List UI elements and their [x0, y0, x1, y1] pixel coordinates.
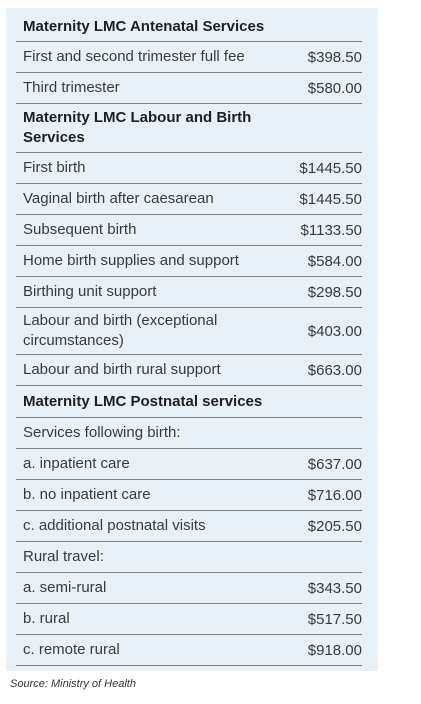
row-value: $298.50 — [307, 283, 362, 301]
fee-table-panel: Maternity LMC Antenatal Services First a… — [6, 8, 378, 671]
row-value: $205.50 — [307, 517, 362, 535]
table-row: Labour and birth (exceptional circumstan… — [16, 307, 362, 354]
row-label: Birthing unit support — [23, 283, 157, 300]
table-row: c. remote rural $918.00 — [16, 634, 362, 666]
row-label: Subsequent birth — [23, 221, 137, 238]
table-row: Third trimester $580.00 — [16, 72, 362, 103]
row-value: $343.50 — [307, 579, 362, 597]
row-label: First birth — [23, 159, 86, 176]
row-value: $637.00 — [307, 455, 362, 473]
row-label: b. rural — [23, 610, 70, 627]
table-row: c. additional postnatal visits $205.50 — [16, 510, 362, 541]
row-label: Home birth supplies and support — [23, 252, 239, 269]
row-label: a. semi-rural — [23, 579, 107, 596]
table-row: Services following birth: — [16, 417, 362, 448]
row-label: a. inpatient care — [23, 455, 130, 472]
row-value: $584.00 — [307, 252, 362, 270]
row-label: Vaginal birth after caesarean — [23, 190, 214, 207]
row-label: Labour and birth (exceptional circumstan… — [23, 312, 218, 349]
table-row: Birthing unit support $298.50 — [16, 276, 362, 307]
row-value: $663.00 — [307, 361, 362, 379]
row-value: $398.50 — [307, 48, 362, 66]
row-value: $1445.50 — [299, 159, 362, 177]
table-row: a. inpatient care $637.00 — [16, 448, 362, 479]
row-label: c. remote rural — [23, 641, 120, 658]
row-value: $1133.50 — [300, 221, 362, 239]
table-row: Rural travel: — [16, 541, 362, 572]
row-label: Third trimester — [23, 79, 120, 96]
table-row: Subsequent birth $1133.50 — [16, 214, 362, 245]
row-label: Rural travel: — [23, 548, 104, 565]
section-title-postnatal: Maternity LMC Postnatal services — [23, 393, 263, 410]
section-title-antenatal: Maternity LMC Antenatal Services — [23, 18, 265, 35]
row-label: b. no inpatient care — [23, 486, 151, 503]
row-value: $580.00 — [307, 79, 362, 97]
row-label: Services following birth: — [23, 424, 181, 441]
table-row: a. semi-rural $343.50 — [16, 572, 362, 603]
row-value: $716.00 — [307, 486, 362, 504]
row-value: $1445.50 — [299, 190, 362, 208]
table-row: b. no inpatient care $716.00 — [16, 479, 362, 510]
section-divider: Maternity LMC Labour and Birth Services — [16, 103, 362, 152]
fee-table: Maternity LMC Antenatal Services First a… — [16, 10, 362, 666]
table-row: Vaginal birth after caesarean $1445.50 — [16, 183, 362, 214]
section-divider: Maternity LMC Postnatal services — [16, 385, 362, 417]
source-note: Source: Ministry of Health — [10, 678, 136, 690]
table-row: First birth $1445.50 — [16, 152, 362, 183]
row-label: c. additional postnatal visits — [23, 517, 206, 534]
table-row: b. rural $517.50 — [16, 603, 362, 634]
section-title-labour-birth: Maternity LMC Labour and Birth Services — [23, 109, 252, 146]
row-value: $517.50 — [307, 610, 362, 628]
row-value: $918.00 — [307, 641, 362, 659]
table-row: Home birth supplies and support $584.00 — [16, 245, 362, 276]
table-row: First and second trimester full fee $398… — [16, 41, 362, 72]
row-label: First and second trimester full fee — [23, 48, 245, 65]
row-value: $403.00 — [307, 322, 362, 340]
row-label: Labour and birth rural support — [23, 361, 221, 378]
table-row: Labour and birth rural support $663.00 — [16, 354, 362, 385]
